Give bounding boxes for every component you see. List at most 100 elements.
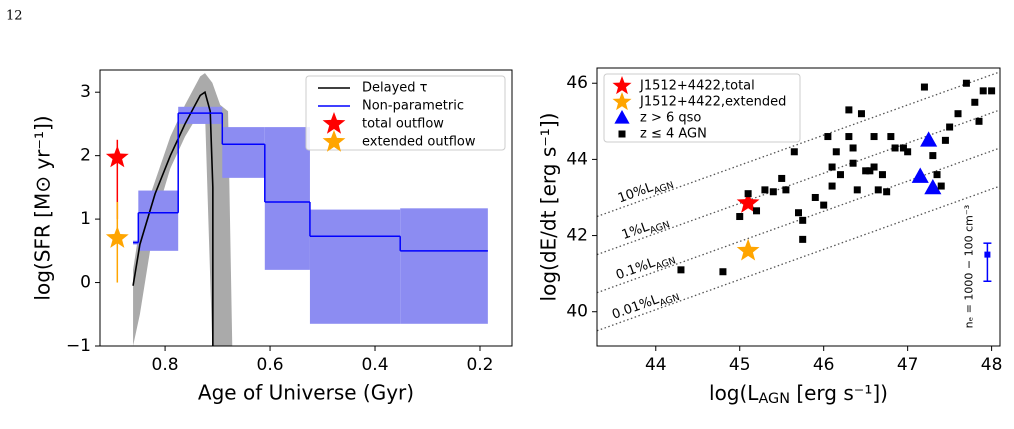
uncertainty-band: [138, 190, 179, 251]
square-marker: [849, 144, 857, 152]
page-number: 12: [6, 9, 23, 24]
plot-frame: [596, 67, 1001, 347]
reference-line: [597, 109, 1000, 256]
x-tick-label: 48: [981, 355, 1003, 375]
triangle-marker: [920, 131, 938, 147]
triangle-marker: [911, 167, 929, 183]
square-marker: [899, 144, 907, 152]
star-marker: [736, 238, 760, 261]
reference-line-label-part: 1%L: [620, 219, 652, 243]
square-marker: [937, 182, 945, 190]
x-tick-label: 0.8: [152, 355, 179, 375]
legend-label: extended outflow: [362, 135, 476, 150]
square-marker: [753, 207, 761, 215]
reference-line-label-part: AGN: [658, 291, 681, 308]
legend-label: Non-parametric: [362, 99, 464, 114]
x-tick-label: 0.4: [361, 355, 388, 375]
reference-line-label-part: AGN: [648, 219, 671, 236]
reference-line-label: 0.1%LAGN: [614, 248, 677, 285]
square-marker: [870, 163, 878, 171]
star-marker: [105, 145, 129, 168]
square-marker: [828, 182, 836, 190]
uncertainty-band: [309, 209, 401, 324]
square-marker: [979, 87, 987, 95]
x-axis-label-part: AGN: [758, 391, 790, 407]
square-marker: [790, 148, 798, 156]
legend-swatch: [322, 112, 346, 134]
reference-line-label-part: 10%L: [616, 179, 656, 206]
uncertainty-band: [264, 127, 310, 270]
y-tick-label: 40: [566, 302, 588, 322]
legend-swatch: [612, 76, 632, 95]
star-marker: [736, 191, 760, 213]
square-marker: [845, 133, 853, 141]
legend-box: [305, 75, 506, 151]
y-tick-label: 42: [566, 226, 588, 246]
square-marker: [887, 133, 895, 141]
square-marker: [929, 152, 937, 160]
uncertainty-band: [222, 127, 265, 178]
error-point: [984, 251, 991, 258]
square-marker: [736, 213, 744, 221]
square-marker: [954, 110, 962, 118]
square-marker: [811, 193, 819, 201]
reference-line: [597, 147, 1000, 294]
square-marker: [878, 171, 886, 179]
reference-line-label: 0.01%LAGN: [610, 285, 681, 325]
square-marker: [962, 79, 970, 87]
square-marker: [828, 163, 836, 171]
square-marker: [744, 190, 752, 198]
legend-label: J1512+4422,extended: [639, 95, 786, 110]
y-tick-label: 3: [80, 82, 91, 102]
y-tick-label: 2: [80, 146, 91, 166]
square-marker: [883, 188, 891, 196]
y-tick-label: −1: [66, 336, 91, 356]
legend-label: total outflow: [362, 117, 444, 132]
reference-line-label-part: AGN: [652, 179, 675, 196]
errorbar-label: nₑ = 1000 − 100 cm⁻³: [962, 205, 975, 328]
x-tick-label: 0.6: [257, 355, 284, 375]
reference-line: [597, 185, 1000, 332]
square-marker: [975, 117, 983, 125]
square-marker: [862, 167, 870, 175]
square-marker: [941, 136, 949, 144]
reference-line-label: 10%LAGN: [616, 173, 675, 209]
square-marker: [904, 148, 912, 156]
uncertainty-band: [133, 73, 233, 346]
legend-swatch: [322, 130, 346, 152]
square-marker: [920, 83, 928, 91]
uncertainty-band: [400, 208, 488, 324]
square-marker: [795, 209, 802, 217]
plot-frame: [99, 69, 513, 347]
legend-label: J1512+4422,total: [639, 79, 755, 94]
line: [132, 90, 214, 346]
square-marker: [857, 110, 865, 118]
square-marker: [836, 171, 844, 179]
legend-label: z ≤ 4 AGN: [640, 127, 707, 142]
reference-line-label-part: 0.01%L: [610, 291, 661, 322]
square-marker: [799, 216, 807, 224]
square-marker: [874, 186, 882, 194]
x-tick-label: 47: [897, 355, 919, 375]
legend-box: [603, 73, 801, 143]
square-marker: [677, 266, 685, 274]
triangle-marker: [924, 178, 942, 195]
square-marker: [820, 201, 828, 209]
x-axis-label-part: log(L: [709, 381, 759, 405]
x-axis-label-part: [erg s⁻¹]): [790, 381, 888, 405]
y-tick-label: 44: [566, 149, 588, 169]
square-marker: [778, 174, 786, 182]
square-marker: [769, 188, 777, 196]
star-marker: [105, 226, 129, 248]
square-marker: [799, 235, 807, 243]
y-axis-label: log(SFR [M⊙ yr⁻¹]): [31, 115, 55, 300]
square-marker: [849, 159, 857, 167]
square-marker: [832, 148, 840, 156]
legend-swatch: [612, 92, 632, 111]
reference-line-label: 1%LAGN: [620, 212, 672, 245]
y-axis-label: log(dE/dt [erg s⁻¹]): [537, 113, 561, 302]
y-tick-label: 1: [80, 209, 91, 229]
square-marker: [971, 98, 979, 106]
uncertainty-band: [178, 106, 223, 124]
x-tick-label: 46: [813, 355, 835, 375]
